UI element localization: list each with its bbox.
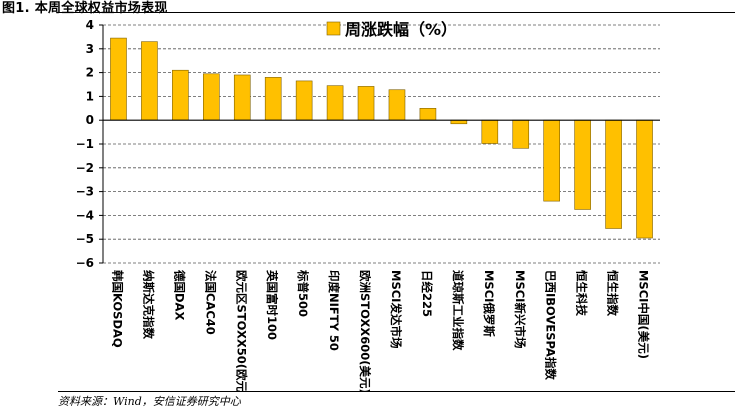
category-label: 德国DAX: [172, 269, 186, 320]
category-label: 欧元区STOXX50(欧元): [234, 270, 248, 392]
bar: [357, 86, 375, 121]
bar: [203, 73, 220, 121]
y-axis: 4 3 2 1 0 −1 −2 −3 −4 −5 −6: [76, 18, 660, 270]
bar: [574, 119, 591, 210]
category-label: 欧洲STOXX600(美元): [358, 270, 372, 392]
bar: [264, 77, 282, 121]
bar: [543, 119, 560, 202]
y-tick-label: −4: [76, 208, 94, 222]
bar: [636, 119, 653, 239]
category-label: 恒生指数: [606, 270, 620, 316]
y-tick-label: −3: [76, 185, 94, 199]
category-label: 标普500: [296, 269, 310, 317]
category-label: 印度NIFTY 50: [327, 270, 341, 351]
bar: [110, 37, 127, 121]
bar: [326, 85, 344, 121]
category-label: 日经225: [420, 270, 434, 317]
bar-chart: 4 3 2 1 0 −1 −2 −3 −4 −5 −6 韩国KOSDAQ 纳斯达克指数 德国DAX 法国C…: [76, 18, 660, 392]
bar: [605, 119, 622, 229]
category-label: 道琼斯工业指数: [451, 270, 465, 351]
y-tick-label: 0: [86, 113, 94, 127]
bar: [481, 119, 499, 144]
category-label: 巴西IBOVESPA指数: [544, 270, 558, 380]
category-label: MSCI发达市场: [389, 270, 403, 349]
y-tick-label: 1: [86, 89, 94, 103]
y-tick-label: 2: [86, 66, 94, 80]
bar: [512, 119, 530, 149]
category-label: MSCI新兴市场: [513, 270, 527, 349]
bar: [295, 80, 313, 121]
bar: [172, 69, 189, 121]
category-label: MSCI中国(美元): [637, 270, 651, 359]
gridlines: [103, 24, 660, 264]
category-label: 恒生科技: [575, 270, 589, 316]
legend-label: 周涨跌幅（%）: [345, 20, 457, 39]
bottom-divider: [58, 391, 735, 392]
y-tick-label: −5: [76, 232, 94, 246]
category-label: 法国CAC40: [203, 270, 217, 335]
legend-swatch: [326, 21, 341, 36]
category-labels: 韩国KOSDAQ 纳斯达克指数 德国DAX 法国CAC40 欧元区STOXX50(欧元)…: [110, 269, 650, 392]
bar: [388, 89, 406, 121]
category-label: 韩国KOSDAQ: [110, 270, 124, 348]
top-divider: [58, 12, 735, 13]
category-label: 纳斯达克指数: [141, 270, 155, 339]
y-tick-label: −2: [76, 161, 94, 175]
bar: [233, 74, 251, 121]
legend: 周涨跌幅（%）: [326, 20, 457, 39]
bar: [141, 41, 158, 121]
y-tick-label: −1: [76, 137, 94, 151]
y-tick-label: 4: [86, 18, 94, 32]
bar: [419, 108, 437, 121]
bars: [110, 37, 653, 239]
figure-source: 资料来源：Wind，安信证券研究中心: [58, 395, 241, 408]
y-tick-label: −6: [76, 256, 94, 270]
category-label: 英国富时100: [265, 269, 279, 340]
category-label: MSCI俄罗斯: [482, 270, 496, 337]
y-tick-label: 3: [86, 42, 94, 56]
